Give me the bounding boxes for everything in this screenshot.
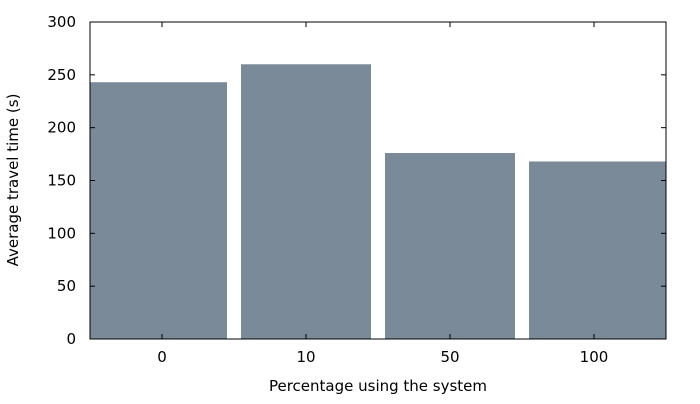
x-tick-label: 10: [296, 348, 315, 366]
y-tick-label: 250: [47, 66, 76, 84]
y-axis: 0 50 100 150 200 250 300: [47, 13, 666, 348]
x-tick-label: 100: [580, 348, 609, 366]
y-tick-label: 300: [47, 13, 76, 31]
y-tick-label: 150: [47, 172, 76, 190]
x-tick-label: 0: [157, 348, 167, 366]
x-tick-label: 50: [440, 348, 459, 366]
bar-0: [90, 82, 227, 339]
bars-layer: [90, 64, 666, 340]
y-axis-label: Average travel time (s): [4, 94, 22, 267]
bar-10: [241, 64, 371, 340]
bar-50: [385, 153, 515, 339]
y-tick-label: 50: [57, 277, 76, 295]
y-tick-label: 0: [66, 330, 76, 348]
x-axis-label: Percentage using the system: [269, 377, 487, 395]
y-tick-label: 100: [47, 224, 76, 242]
y-tick-label: 200: [47, 119, 76, 137]
bar-100: [529, 161, 666, 339]
x-axis: 0 10 50 100: [157, 22, 608, 366]
